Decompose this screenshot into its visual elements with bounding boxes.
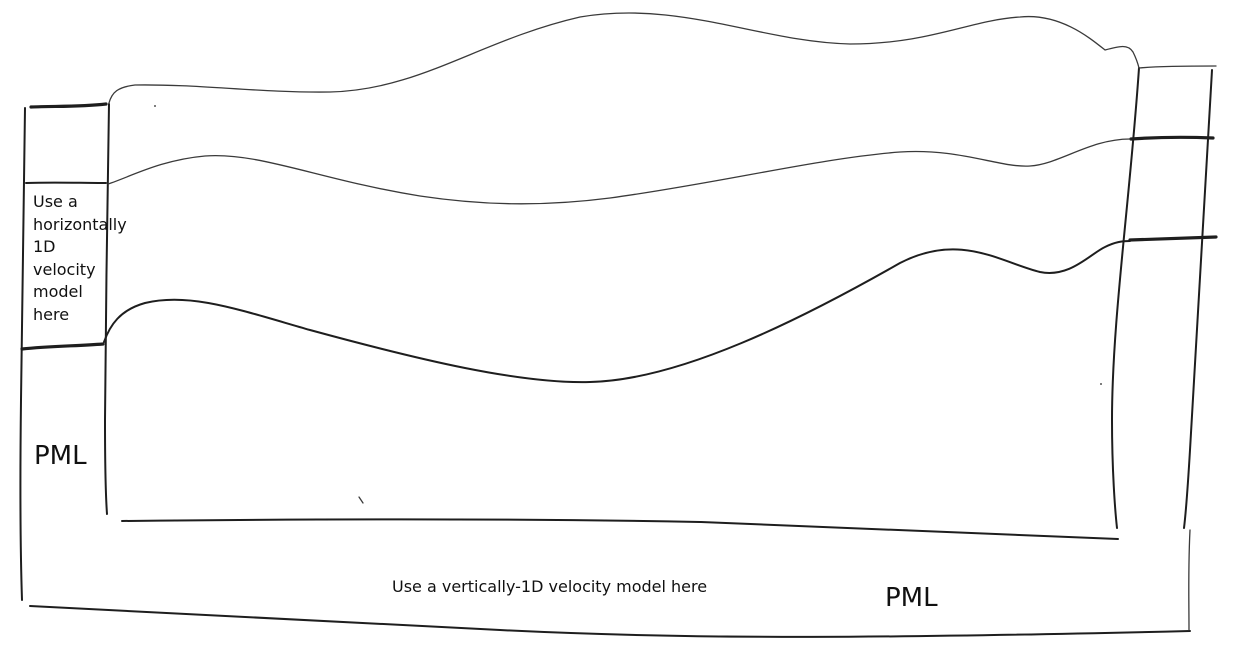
- left-region-label: Use a horizontally 1D velocity model her…: [33, 192, 127, 324]
- left-pml-low-mark: [20, 342, 105, 351]
- inner-bottom-boundary: [121, 518, 1119, 540]
- inner-left-boundary: [104, 103, 110, 515]
- outer-left-boundary: [19, 107, 26, 601]
- bottom-pml-label: PML: [885, 583, 938, 613]
- interface-middle: [107, 138, 1131, 205]
- pencil-speck: [358, 496, 364, 504]
- pencil-dot-right: [1100, 383, 1102, 385]
- interface-lower: [103, 240, 1131, 384]
- inner-right-boundary: [1111, 67, 1140, 529]
- outer-right-boundary: [1183, 69, 1213, 529]
- outer-bottom-boundary: [29, 605, 1191, 638]
- left-pml-label: PML: [34, 441, 87, 471]
- pencil-dot: [154, 105, 156, 107]
- left-pml-top-mark: [29, 102, 108, 109]
- right-pml-mid-mark: [1129, 135, 1215, 141]
- right-pml-low-mark: [1128, 235, 1218, 242]
- outer-right-boundary-lower: [1188, 529, 1191, 631]
- right-pml-top-mark: [1138, 65, 1217, 69]
- bottom-region-label: Use a vertically-1D velocity model here: [392, 577, 708, 596]
- interface-top: [108, 12, 1140, 104]
